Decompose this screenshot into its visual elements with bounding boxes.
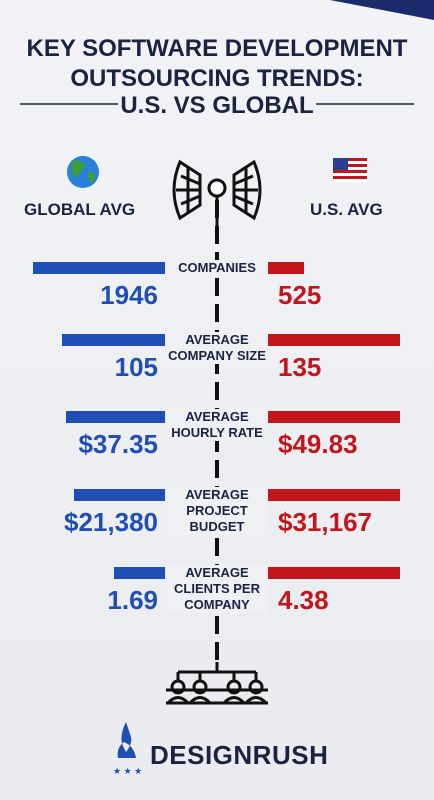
- value-label: $31,167: [278, 507, 372, 537]
- category-label: COMPANIES: [167, 260, 267, 276]
- value-label: 1946: [100, 280, 158, 310]
- value-label: 135: [278, 352, 322, 382]
- svg-text:★ ★ ★: ★ ★ ★: [113, 766, 142, 776]
- bar: [33, 262, 165, 274]
- legend-label: GLOBAL AVG: [24, 200, 136, 219]
- category-label: AVERAGE HOURLY RATE: [167, 409, 267, 441]
- bar: [268, 567, 400, 579]
- subtitle: U.S. VS GLOBAL: [120, 92, 314, 119]
- category-label: AVERAGE COMPANY SIZE: [167, 332, 267, 364]
- value-label: 1.69: [107, 585, 158, 615]
- value-label: $21,380: [64, 507, 158, 537]
- bar: [268, 334, 400, 346]
- value-label: $37.35: [78, 429, 158, 459]
- bar: [268, 262, 304, 274]
- category-label: AVERAGE CLIENTS PER COMPANY: [167, 565, 267, 613]
- bar: [62, 334, 165, 346]
- value-label: 105: [114, 352, 158, 382]
- value-label: 4.38: [278, 585, 329, 615]
- bar: [268, 489, 400, 501]
- bar: [114, 567, 165, 579]
- title: KEY SOFTWARE DEVELOPMENT OUTSOURCING TRE…: [26, 35, 408, 92]
- brand: DESIGNRUSH: [150, 740, 329, 770]
- bar: [74, 489, 165, 501]
- bar: [66, 411, 165, 423]
- category-label: AVERAGE PROJECT BUDGET: [167, 487, 267, 535]
- value-label: 525: [278, 280, 322, 310]
- value-label: $49.83: [278, 429, 358, 459]
- bar: [268, 411, 400, 423]
- legend-label: U.S. AVG: [310, 200, 383, 219]
